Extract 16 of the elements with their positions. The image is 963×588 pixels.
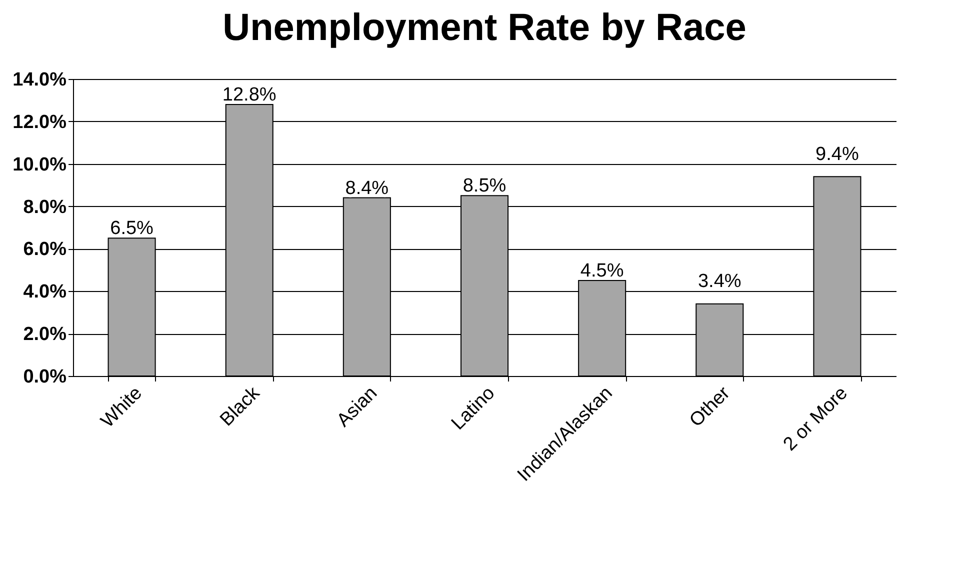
y-tick-label: 14.0% <box>12 70 67 90</box>
data-label: 9.4% <box>816 144 859 165</box>
y-tick-label: 12.0% <box>12 112 67 133</box>
y-tick-label: 10.0% <box>12 154 67 176</box>
data-label: 12.8% <box>222 84 276 106</box>
y-tick-label: 4.0% <box>23 282 67 303</box>
y-tick-label: 8.0% <box>23 196 67 218</box>
data-label: 4.5% <box>580 260 624 282</box>
data-label: 6.5% <box>110 218 154 240</box>
y-tick-label: 0.0% <box>23 366 67 388</box>
chart-title: Unemployment Rate by Race <box>222 7 746 49</box>
y-tick-label: 2.0% <box>23 324 67 346</box>
data-label: 8.5% <box>462 176 506 197</box>
data-label: 8.4% <box>345 178 389 199</box>
data-label: 3.4% <box>698 271 742 292</box>
y-tick-label: 6.0% <box>23 239 67 260</box>
